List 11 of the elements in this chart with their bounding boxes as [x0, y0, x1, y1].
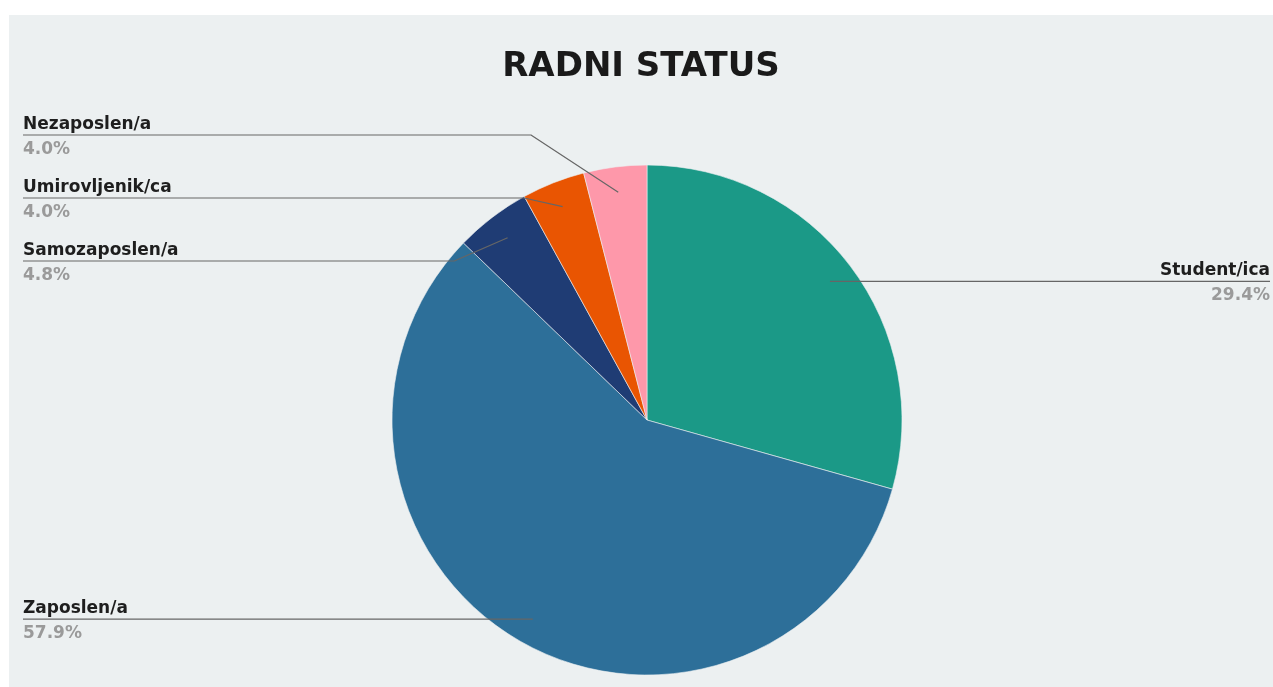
slice-label: Student/ica — [1160, 259, 1270, 280]
slice-label: Samozaposlen/a — [23, 239, 179, 259]
slice-label: Zaposlen/a — [23, 597, 128, 618]
data-label: 57.9% — [23, 622, 82, 643]
slice-label: Umirovljenik/ca — [23, 176, 172, 196]
data-label: 4.0% — [23, 201, 71, 221]
data-label: 4.0% — [23, 138, 71, 158]
data-label: 4.8% — [23, 264, 71, 284]
chart-title: RADNI STATUS — [502, 44, 780, 84]
data-label: 29.4% — [1211, 284, 1270, 305]
slice-label: Nezaposlen/a — [23, 113, 152, 133]
